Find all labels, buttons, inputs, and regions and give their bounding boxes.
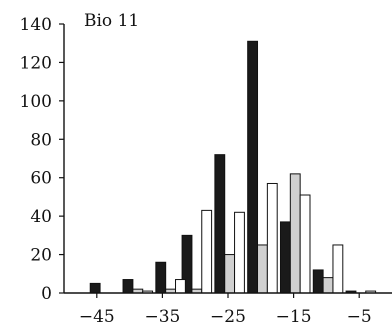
- y-tick-label-80: 80: [30, 130, 52, 150]
- bar-series-1-1: [89, 282, 101, 294]
- x-tick-label-2: −25: [210, 307, 246, 327]
- bar-series-1-6: [247, 40, 259, 294]
- bar-series-1-3: [155, 261, 167, 294]
- chart-title: Bio 11: [84, 11, 139, 31]
- bar-series-3-4: [201, 209, 213, 294]
- y-tick-label-140: 140: [20, 15, 52, 35]
- bar-series-1-2: [122, 279, 134, 294]
- bar-series-3-8: [332, 244, 344, 294]
- y-axis-ticks: 0 20 40 60 80 100 120 140: [20, 15, 64, 304]
- x-tick-label-0: −45: [79, 307, 115, 327]
- x-tick-label-4: −5: [347, 307, 372, 327]
- bar-series-1-8: [312, 269, 324, 294]
- bar-series-3-7: [299, 194, 311, 294]
- y-tick-label-120: 120: [20, 53, 52, 73]
- bar-series-2-6: [257, 244, 268, 294]
- y-tick-label-40: 40: [30, 207, 52, 227]
- bar-series-2-8: [322, 277, 334, 294]
- y-tick-label-100: 100: [20, 92, 52, 112]
- bar-series-1-7: [279, 221, 291, 294]
- bar-series-1-5: [214, 154, 226, 294]
- bar-series-3-6: [266, 182, 278, 294]
- y-tick-label-0: 0: [41, 284, 52, 304]
- bars-layer: [89, 40, 377, 294]
- x-tick-label-1: −35: [144, 307, 180, 327]
- x-axis-ticks: −45 −35 −25 −15 −5: [79, 293, 372, 327]
- y-tick-label-20: 20: [30, 246, 52, 266]
- y-tick-label-60: 60: [30, 169, 52, 189]
- x-tick-label-3: −15: [276, 307, 312, 327]
- bar-series-3-5: [234, 211, 245, 294]
- bar-series-2-7: [289, 173, 301, 294]
- bar-series-2-5: [224, 254, 236, 294]
- bar-series-3-3: [175, 279, 186, 294]
